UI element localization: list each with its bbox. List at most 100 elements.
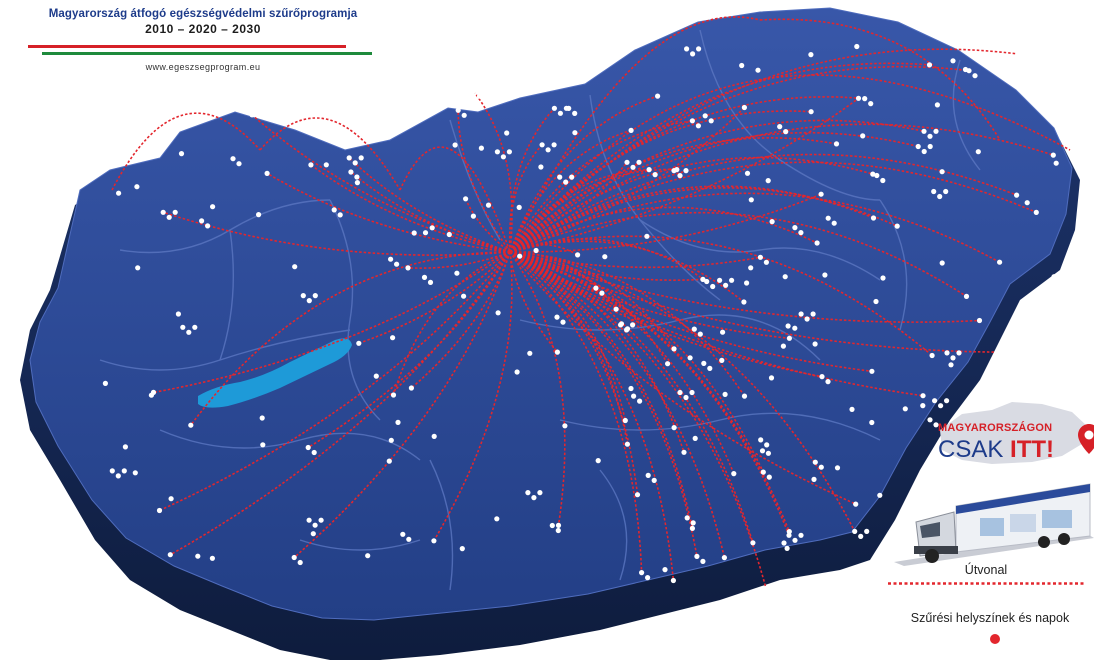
site-marker — [209, 555, 215, 561]
site-marker — [388, 437, 394, 443]
site-marker — [395, 419, 401, 425]
route-line — [509, 251, 703, 281]
site-marker — [388, 256, 394, 262]
program-years: 2010 – 2020 – 2030 — [145, 22, 261, 36]
site-marker — [652, 172, 658, 178]
site-marker — [331, 207, 337, 213]
site-marker — [825, 215, 831, 221]
flag-stripe-green — [42, 52, 372, 55]
site-marker — [628, 127, 634, 133]
screening-sites — [78, 43, 1064, 592]
route-line — [162, 211, 511, 256]
site-marker — [358, 155, 364, 161]
site-marker — [121, 468, 127, 474]
site-marker — [811, 476, 817, 482]
site-marker — [306, 517, 312, 523]
site-marker — [808, 52, 814, 58]
route-line — [509, 251, 872, 373]
site-marker — [646, 167, 652, 173]
site-marker — [748, 197, 754, 203]
screening-truck-icon — [894, 483, 1094, 566]
site-marker — [780, 343, 787, 349]
site-marker — [394, 261, 400, 267]
program-url: www.egeszsegprogram.eu — [145, 62, 261, 72]
site-marker — [78, 541, 84, 547]
site-marker — [683, 394, 689, 401]
site-marker — [694, 553, 700, 560]
route-line — [509, 161, 628, 253]
site-marker — [122, 444, 128, 450]
site-marker — [937, 193, 943, 200]
site-marker — [264, 170, 270, 176]
site-marker — [602, 254, 608, 260]
site-marker — [798, 230, 804, 236]
site-marker — [939, 169, 945, 175]
site-marker — [963, 293, 970, 299]
site-marker — [763, 259, 770, 265]
site-marker — [175, 311, 181, 317]
site-marker — [1058, 63, 1064, 69]
site-marker — [249, 112, 255, 118]
route-line — [509, 251, 856, 532]
site-marker — [750, 540, 756, 546]
site-marker — [500, 154, 506, 160]
route-line — [399, 146, 511, 253]
site-marker — [1053, 160, 1059, 166]
site-marker — [719, 357, 725, 363]
site-marker — [256, 212, 262, 218]
site-marker — [921, 128, 927, 134]
route-line — [509, 193, 822, 253]
site-marker — [292, 264, 298, 270]
site-marker — [691, 326, 697, 332]
site-marker — [599, 290, 605, 296]
site-marker — [557, 174, 563, 180]
site-marker — [677, 389, 683, 396]
site-marker — [933, 422, 939, 428]
site-marker — [180, 324, 186, 330]
site-marker — [755, 67, 761, 73]
site-marker — [461, 293, 467, 299]
route-line — [457, 110, 511, 253]
site-marker — [156, 507, 163, 514]
site-marker — [938, 403, 944, 409]
route-line — [509, 251, 726, 558]
site-marker — [135, 265, 141, 271]
site-marker — [613, 306, 619, 312]
route-line — [407, 251, 511, 269]
map-pin-icon — [1078, 424, 1094, 454]
site-marker — [236, 161, 242, 167]
site-marker — [538, 164, 544, 170]
lake-balaton — [198, 338, 352, 408]
site-marker — [569, 174, 575, 180]
site-marker — [537, 490, 543, 496]
site-marker — [168, 496, 174, 502]
site-marker — [495, 310, 501, 316]
site-marker — [855, 95, 862, 101]
route-line — [509, 96, 865, 253]
site-marker — [870, 171, 876, 177]
site-marker — [681, 449, 687, 455]
site-marker — [684, 46, 690, 52]
site-marker — [405, 265, 411, 271]
site-marker — [373, 373, 379, 379]
route-line — [433, 251, 513, 542]
site-marker — [944, 398, 950, 404]
site-marker — [312, 522, 318, 528]
site-marker — [1014, 192, 1020, 198]
site-marker — [476, 93, 483, 99]
site-marker — [995, 355, 1001, 361]
flag-stripe-red — [28, 45, 346, 48]
site-marker — [994, 349, 1000, 355]
site-marker — [427, 279, 434, 285]
site-marker — [687, 355, 693, 361]
site-marker — [485, 202, 492, 208]
site-marker — [260, 442, 266, 448]
site-marker — [927, 143, 933, 150]
site-marker — [455, 107, 461, 113]
site-marker — [365, 553, 371, 559]
site-marker — [674, 167, 680, 173]
site-marker — [310, 531, 316, 537]
site-marker — [337, 212, 343, 218]
site-marker — [677, 173, 683, 179]
site-marker — [639, 570, 645, 576]
